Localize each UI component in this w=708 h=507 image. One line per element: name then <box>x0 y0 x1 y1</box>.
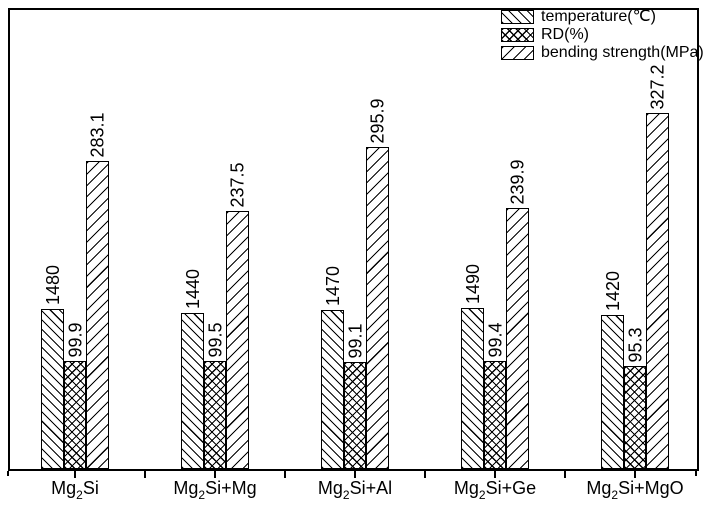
bar-value-label: 99.9 <box>65 321 86 358</box>
x-axis-boundary-tick <box>144 471 146 478</box>
bar-value-label: 1490 <box>462 263 483 305</box>
x-axis-major-tick <box>634 471 636 478</box>
legend-label: bending strength(MPa) <box>541 44 704 61</box>
x-axis-end-tick <box>695 471 697 476</box>
bar-value-label: 237.5 <box>227 161 248 208</box>
bar-slash-group5 <box>646 113 669 469</box>
bar-value-label: 1440 <box>182 268 203 310</box>
bar-cross-group5 <box>623 366 647 469</box>
x-axis-end-tick <box>7 471 9 476</box>
legend-label: temperature(℃) <box>541 8 656 25</box>
bar-value-label: 99.5 <box>205 321 226 358</box>
bar-value-label: 99.4 <box>485 321 506 358</box>
bar-backslash-group1 <box>41 309 64 469</box>
x-axis-label: Mg2Si+Al <box>317 478 393 502</box>
legend-label: RD(%) <box>541 26 589 43</box>
legend: temperature(℃) RD(%) bending strength(MPa) <box>501 8 704 61</box>
bar-value-label: 1480 <box>42 264 63 306</box>
bar-value-label: 1420 <box>602 270 623 312</box>
x-axis-label: Mg2Si+Mg <box>173 478 257 502</box>
legend-swatch-cross-icon <box>501 27 534 42</box>
plot-area <box>8 8 699 471</box>
bar-backslash-group3 <box>321 310 344 469</box>
x-axis-boundary-tick <box>424 471 426 478</box>
x-axis-boundary-tick <box>564 471 566 478</box>
bar-value-label: 239.9 <box>507 158 528 205</box>
bar-backslash-group4 <box>461 308 484 469</box>
x-axis-label: Mg2Si+MgO <box>586 478 684 502</box>
bar-value-label: 1470 <box>322 265 343 307</box>
bar-value-label: 283.1 <box>87 111 108 158</box>
bar-cross-group1 <box>63 361 87 469</box>
bar-slash-group2 <box>226 211 249 469</box>
x-axis-boundary-tick <box>284 471 286 478</box>
x-axis-label: Mg2Si <box>51 478 99 502</box>
x-axis-major-tick <box>354 471 356 478</box>
bar-slash-group3 <box>366 147 389 469</box>
legend-item: temperature(℃) <box>501 8 704 25</box>
x-axis-label: Mg2Si+Ge <box>453 478 537 502</box>
bar-backslash-group2 <box>181 313 204 469</box>
bar-value-label: 95.3 <box>625 326 646 363</box>
bar-value-label: 99.1 <box>345 322 366 359</box>
x-axis-major-tick <box>494 471 496 478</box>
bar-backslash-group5 <box>601 315 624 469</box>
legend-item: bending strength(MPa) <box>501 44 704 61</box>
bar-cross-group4 <box>483 361 507 469</box>
bar-value-label: 327.2 <box>647 63 668 110</box>
bar-cross-group2 <box>203 361 227 469</box>
legend-swatch-slash-icon <box>501 45 534 60</box>
bar-cross-group3 <box>343 362 367 469</box>
legend-item: RD(%) <box>501 26 704 43</box>
legend-swatch-backslash-icon <box>501 9 534 24</box>
bar-value-label: 295.9 <box>367 97 388 144</box>
bar-slash-group1 <box>86 161 109 469</box>
bar-slash-group4 <box>506 208 529 469</box>
x-axis-major-tick <box>74 471 76 478</box>
x-axis-major-tick <box>214 471 216 478</box>
